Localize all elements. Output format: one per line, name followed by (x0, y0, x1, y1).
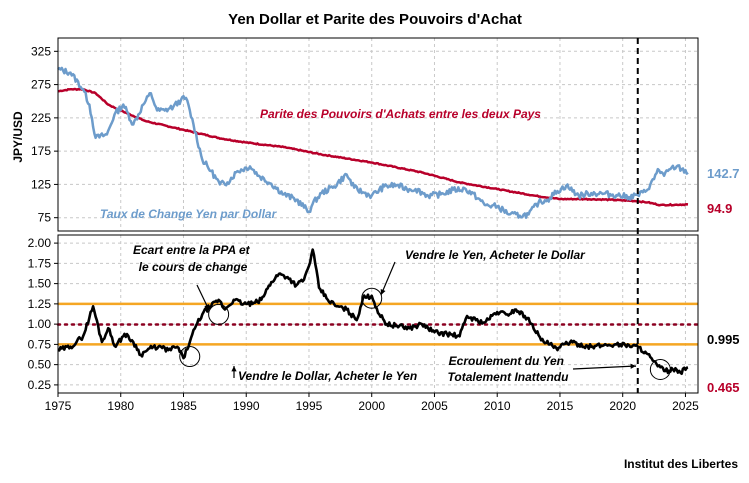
arrow-head (630, 363, 636, 369)
ppp-end-label: 94.9 (707, 201, 732, 216)
x-tick-label: 2020 (609, 399, 636, 413)
arrow-shaft (572, 365, 637, 370)
ppp-series-line (57, 87, 689, 207)
bottom-panel-frame (57, 234, 699, 394)
x-tick-label: 2010 (484, 399, 511, 413)
arrow-head (380, 289, 386, 295)
source-label: Institut des Libertes (624, 457, 738, 471)
x-tick-label: 2015 (547, 399, 574, 413)
x-tick-label: 1975 (45, 399, 72, 413)
top-y-tick-label: 75 (38, 211, 52, 225)
annotation-arrows (196, 261, 637, 378)
x-tick-label: 2000 (358, 399, 385, 413)
bottom-y-tick-label: 1.50 (28, 277, 52, 291)
bottom-y-tick-label: 0.50 (28, 358, 52, 372)
x-tick-label: 1995 (296, 399, 323, 413)
annotation-ecart: Ecart entre la PPA et le cours de change (133, 243, 253, 274)
annotation-ecart-line-2: le cours de change (139, 260, 248, 274)
arrow-shaft (380, 261, 396, 296)
bottom-y-tick-label: 1.75 (28, 256, 52, 270)
bottom-panel-y-ticks: 2.00 1.75 1.50 1.25 1.00 0.75 0.50 0.25 (28, 236, 58, 392)
top-panel-frame (57, 37, 699, 232)
ref-line-label: 0.995 (707, 332, 740, 347)
highlight-circle (179, 346, 201, 368)
highlight-circle (208, 303, 230, 325)
bottom-y-tick-label: 1.25 (28, 297, 52, 311)
x-tick-label: 1985 (170, 399, 197, 413)
top-y-tick-label: 225 (31, 111, 51, 125)
top-y-tick-label: 275 (31, 78, 51, 92)
top-panel-y-ticks: 325 275 225 175 125 75 (31, 44, 58, 225)
bottom-y-tick-label: 0.75 (28, 337, 52, 351)
highlight-circle (649, 359, 671, 381)
x-tick-label: 2025 (672, 399, 699, 413)
bottom-panel-series (57, 248, 689, 375)
x-tick-label: 1980 (107, 399, 134, 413)
annotation-ecroulement-line-1: Ecroulement du Yen (449, 354, 564, 368)
chart-title: Yen Dollar et Parite des Pouvoirs d'Acha… (228, 11, 522, 28)
highlight-circles (179, 287, 671, 381)
annotation-ecroulement: Ecroulement du Yen Totalement Inattendu (448, 354, 570, 384)
fx-series-line (57, 66, 689, 219)
highlight-circle (361, 287, 383, 309)
arrow-head (231, 366, 237, 372)
x-tick-label: 1990 (233, 399, 260, 413)
top-panel-grid (57, 38, 698, 231)
top-y-tick-label: 175 (31, 144, 51, 158)
top-y-tick-label: 325 (31, 44, 51, 58)
fx-series-label: Taux de Change Yen par Dollar (100, 207, 278, 221)
x-tick-label: 2005 (421, 399, 448, 413)
ratio-end-label: 0.465 (707, 380, 740, 395)
annotation-ecroulement-line-2: Totalement Inattendu (448, 370, 570, 384)
bottom-y-tick-label: 1.00 (28, 317, 52, 331)
arrow-head (204, 304, 210, 310)
annotation-ecart-line-1: Ecart entre la PPA et (133, 243, 251, 257)
ratio-series-line (57, 248, 689, 375)
x-axis-ticks: 1975 1980 1985 1990 1995 2000 2005 2010 2015 2020… (45, 393, 699, 413)
top-y-tick-label: 125 (31, 177, 51, 191)
top-panel-y-axis-label: JPY/USD (11, 111, 25, 163)
bottom-y-tick-label: 0.25 (28, 378, 52, 392)
annotation-vendre-dollar: Vendre le Dollar, Acheter le Yen (238, 369, 417, 383)
bottom-y-tick-label: 2.00 (28, 236, 52, 250)
ppp-series-label: Parite des Pouvoirs d'Achats entre les d… (260, 107, 541, 121)
fx-end-label: 142.7 (707, 166, 740, 181)
top-panel-series (57, 66, 689, 219)
annotation-vendre-yen: Vendre le Yen, Acheter le Dollar (405, 248, 586, 262)
